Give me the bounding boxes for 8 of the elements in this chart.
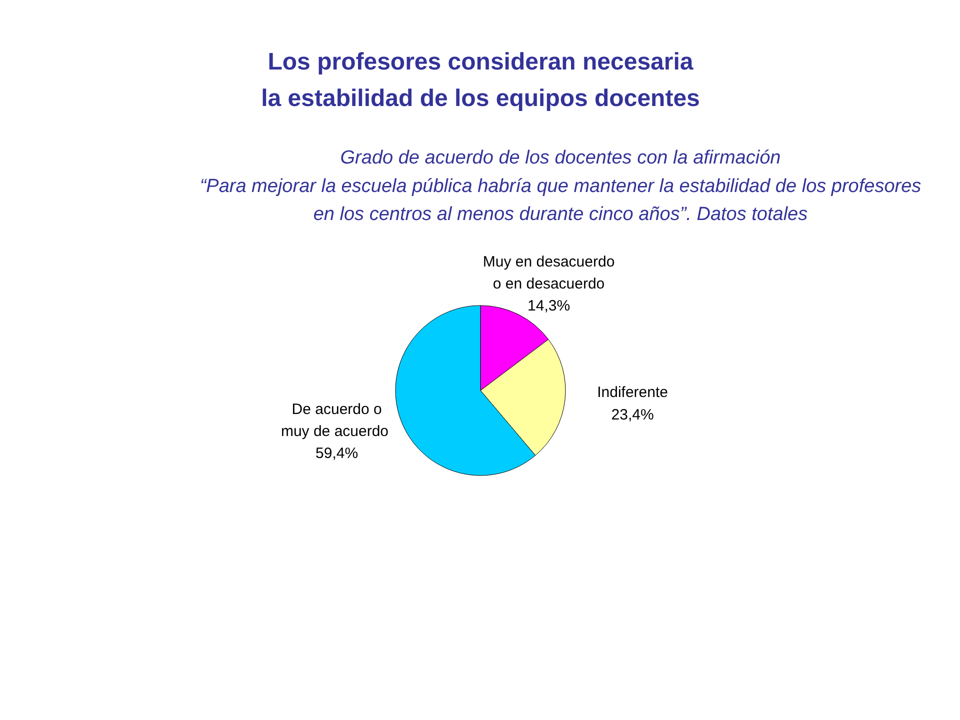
data-label: 14,3% [528,298,570,315]
chart-subtitle: Grado de acuerdo de los docentes con la afirmación “Para mejorar la escuela pública habría que mantener la estabilidad de los profesores en los centros al menos durante cinco años”. Datos totales [200,148,922,226]
data-label: 59,4% [316,445,358,462]
slice-label: Indiferente [597,384,668,402]
slice-label: De acuerdo o muy de acuerdo [280,400,389,440]
slice-label: Muy en desacuerdo o en desacuerdo [482,253,615,293]
chart-title: Los profesores consideran necesaria la estabilidad de los equipos docentes [261,48,700,112]
data-label: 23,4% [611,406,654,424]
